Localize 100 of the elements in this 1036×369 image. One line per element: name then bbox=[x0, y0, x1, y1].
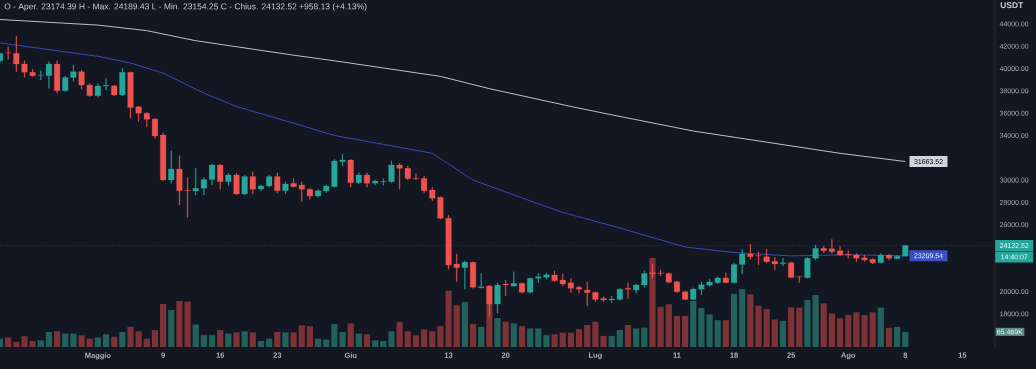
bar bbox=[551, 334, 558, 347]
bar bbox=[21, 336, 28, 347]
candlestick bbox=[510, 271, 517, 287]
candlestick bbox=[461, 260, 468, 290]
bar bbox=[192, 324, 199, 347]
bar bbox=[274, 331, 281, 347]
candlestick bbox=[722, 272, 729, 284]
bar bbox=[510, 323, 517, 347]
bar bbox=[657, 306, 664, 347]
candlestick bbox=[518, 282, 525, 294]
bar bbox=[502, 321, 509, 347]
bar bbox=[241, 331, 248, 347]
candlestick bbox=[266, 174, 273, 188]
bar bbox=[828, 313, 835, 347]
bar bbox=[877, 307, 884, 347]
candlestick bbox=[886, 253, 892, 261]
line-series bbox=[0, 19, 906, 162]
bar bbox=[608, 335, 615, 347]
bar bbox=[94, 337, 101, 347]
bar bbox=[853, 312, 860, 347]
bar bbox=[78, 335, 85, 347]
bar bbox=[62, 333, 69, 347]
bar bbox=[404, 331, 411, 347]
bar bbox=[616, 330, 623, 347]
bar bbox=[747, 294, 754, 347]
bar bbox=[314, 338, 322, 347]
candlestick bbox=[258, 184, 264, 191]
bar bbox=[119, 331, 126, 347]
bar bbox=[624, 325, 632, 347]
bar bbox=[208, 335, 216, 347]
bar bbox=[290, 332, 297, 347]
bar bbox=[567, 332, 575, 347]
bar bbox=[730, 293, 738, 347]
candlestick bbox=[478, 273, 485, 289]
candlestick bbox=[209, 163, 216, 186]
bar bbox=[135, 331, 142, 347]
candlestick bbox=[347, 159, 354, 188]
bar bbox=[763, 309, 770, 347]
bar bbox=[200, 335, 207, 347]
bar bbox=[217, 330, 224, 347]
bar bbox=[160, 303, 167, 347]
candlestick bbox=[111, 84, 118, 97]
bar bbox=[681, 316, 689, 347]
bar bbox=[902, 331, 909, 347]
candlestick bbox=[103, 78, 110, 91]
candlestick bbox=[160, 132, 167, 181]
bar bbox=[820, 303, 827, 347]
candlestick bbox=[877, 253, 884, 264]
candlestick bbox=[168, 150, 175, 184]
bar bbox=[494, 318, 501, 347]
candlestick bbox=[355, 172, 362, 185]
candlestick bbox=[119, 68, 126, 96]
bar bbox=[412, 335, 420, 347]
bar bbox=[543, 335, 550, 347]
candlestick bbox=[217, 163, 224, 190]
bar bbox=[461, 302, 468, 347]
bar bbox=[559, 332, 566, 347]
bar bbox=[323, 339, 330, 347]
bar bbox=[127, 326, 134, 347]
bar bbox=[233, 332, 240, 347]
bar bbox=[673, 316, 681, 347]
bar bbox=[102, 334, 110, 347]
candlestick bbox=[470, 261, 477, 289]
candlestick bbox=[282, 181, 289, 195]
bar bbox=[168, 309, 175, 347]
bar bbox=[779, 320, 787, 347]
candlestick bbox=[364, 172, 370, 188]
bar bbox=[388, 331, 395, 347]
bar bbox=[739, 289, 746, 347]
bar bbox=[298, 325, 305, 347]
bar bbox=[885, 327, 893, 347]
bar bbox=[151, 330, 159, 347]
bar bbox=[722, 320, 729, 347]
bar bbox=[714, 320, 721, 347]
bar bbox=[633, 328, 640, 347]
bar bbox=[861, 315, 868, 347]
bar bbox=[363, 334, 371, 347]
candlestick bbox=[233, 173, 240, 195]
bar bbox=[331, 324, 338, 347]
bar bbox=[469, 324, 477, 347]
bar bbox=[13, 341, 20, 347]
bar bbox=[339, 331, 346, 347]
bar bbox=[478, 326, 485, 347]
candlestick bbox=[779, 258, 786, 267]
bar bbox=[86, 338, 93, 347]
candlestick bbox=[274, 172, 281, 194]
bar bbox=[45, 331, 53, 347]
bar bbox=[584, 325, 591, 347]
bar bbox=[518, 326, 526, 347]
candlestick bbox=[494, 282, 501, 314]
candlestick bbox=[54, 60, 61, 94]
bar bbox=[111, 336, 118, 347]
bar bbox=[53, 331, 61, 347]
bar bbox=[347, 323, 354, 347]
candlestick bbox=[94, 83, 101, 98]
bar bbox=[453, 305, 460, 347]
candlestick bbox=[249, 171, 256, 195]
bar bbox=[249, 332, 256, 347]
bar bbox=[355, 333, 362, 347]
bar bbox=[429, 331, 436, 347]
